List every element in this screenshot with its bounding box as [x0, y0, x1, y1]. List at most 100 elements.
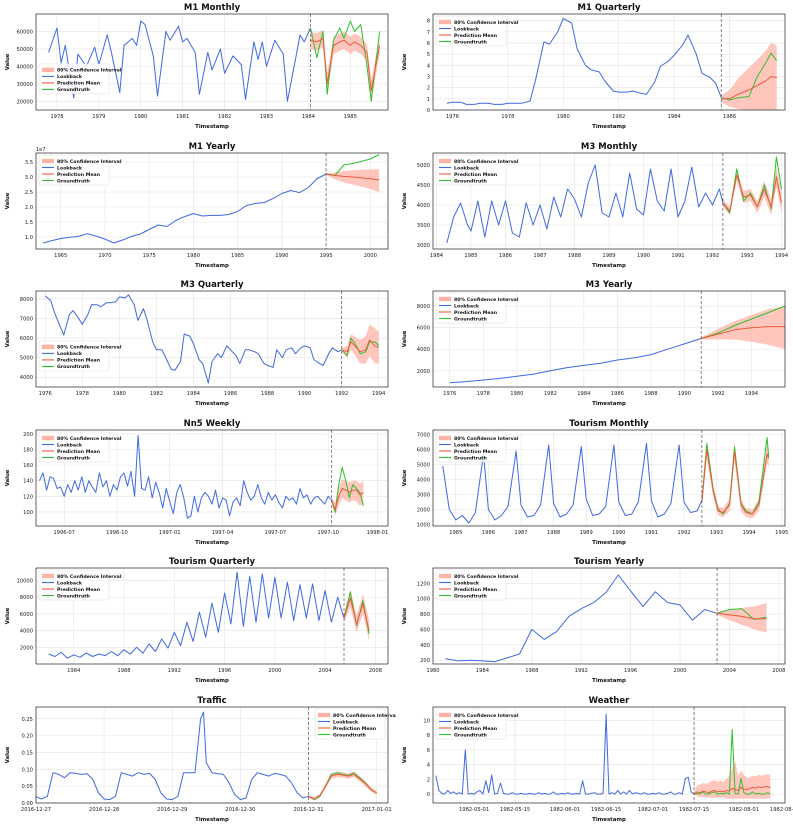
y-tick-label: 10: [423, 718, 430, 724]
legend-label-ci: 80% Confidence Interval: [57, 159, 122, 165]
chart-svg: Tourism Yearly 200 400 600 800 1000 1200 1980 19…: [402, 557, 785, 684]
y-tick-label: 1.0: [25, 235, 33, 241]
y-tick-label: 0.10: [21, 767, 33, 773]
x-tick-label: 1992: [575, 668, 588, 674]
x-tick-label: 2016-12-30: [225, 807, 255, 813]
plot-area: [446, 18, 778, 110]
x-tick-label: 1996-10: [106, 530, 128, 536]
x-tick-label: 1990: [275, 253, 288, 259]
legend-label-groundtruth: Groundtruth: [454, 455, 487, 461]
legend: 80% Confidence IntervalLookbackPredictio…: [38, 154, 122, 186]
x-tick-label: 1991: [645, 530, 658, 536]
x-tick-label: 1989: [580, 530, 593, 536]
x-tick-label: 1978: [76, 391, 89, 397]
y-tick-label: 5000: [417, 463, 430, 469]
y-tick-label: 3000: [417, 243, 430, 249]
ci-band: [701, 306, 785, 350]
x-tick-label: 1992: [706, 253, 719, 259]
legend: 80% Confidence IntervalLookbackPredictio…: [38, 63, 122, 95]
x-tick-label: 2008: [369, 668, 382, 674]
x-tick-label: 1988: [117, 668, 130, 674]
groundtruth-line: [693, 728, 771, 795]
lookback-line: [39, 435, 333, 519]
legend: 80% Confidence IntervalLookbackPredictio…: [435, 708, 519, 740]
legend-label-prediction: Prediction Mean: [333, 726, 376, 732]
x-tick-label: 1988: [644, 391, 657, 397]
plot-area: [48, 20, 381, 102]
legend-box: [38, 569, 110, 601]
x-tick-label: 1994: [743, 530, 757, 536]
chart-panel: M1 Yearly 1.0 1.5 2.0 2.5 3.0 3.5 1965 1970 1975 1…: [0, 139, 396, 275]
x-tick-label: 1990: [678, 391, 691, 397]
x-tick-label: 1980: [187, 253, 200, 259]
y-tick-label: 6000: [417, 448, 430, 454]
chart-svg: M3 Quarterly 4000 5000 6000 7000 8000 1976 1978…: [5, 280, 389, 407]
x-axis-label: Timestamp: [195, 540, 229, 546]
x-tick-label: 1980: [426, 668, 439, 674]
chart-title: Traffic: [197, 696, 226, 706]
legend-box: [38, 340, 110, 372]
plot-frame: [432, 290, 786, 388]
x-tick-label: 1982: [544, 391, 557, 397]
x-tick-label: 1990: [298, 391, 311, 397]
x-tick-label: 1993: [740, 253, 753, 259]
y-tick-label: 3.5: [25, 160, 33, 166]
legend-label-groundtruth: Groundtruth: [57, 593, 90, 599]
legend-label-prediction: Prediction Mean: [57, 587, 100, 593]
x-tick-label: 1992: [168, 668, 181, 674]
chart-panel: M1 Monthly 20000 30000 40000 50000 60000 1978 1…: [0, 0, 396, 136]
plot-area: [445, 574, 767, 663]
legend-swatch-ci: [318, 712, 330, 718]
y-tick-label: 180: [23, 448, 33, 454]
legend-label-groundtruth: Groundtruth: [454, 178, 487, 184]
y-tick-label: 4: [427, 63, 431, 69]
chart-panel: M3 Quarterly 4000 5000 6000 7000 8000 1976 1978…: [0, 277, 396, 413]
legend-label-lookback: Lookback: [454, 26, 480, 32]
y-tick-label: 8: [427, 733, 430, 739]
x-tick-label: 1984: [476, 668, 490, 674]
legend-label-prediction: Prediction Mean: [57, 358, 100, 364]
plot-area: [48, 571, 370, 659]
y-tick-label: 2.0: [25, 205, 33, 211]
chart-svg: Nn5 Weekly 100 120 140 160 180 200 1996-07 1996-…: [5, 419, 389, 546]
y-tick-label: 1000: [417, 597, 430, 603]
x-tick-label: 1982-08-15: [770, 807, 793, 813]
y-tick-label: 400: [420, 643, 430, 649]
legend-label-groundtruth: Groundtruth: [454, 593, 487, 599]
y-axis-label: Value: [5, 53, 11, 70]
y-tick-label: 140: [23, 479, 33, 485]
x-tick-label: 1991: [671, 253, 684, 259]
x-tick-label: 1975: [143, 253, 156, 259]
lookback-line: [445, 574, 718, 663]
legend-label-lookback: Lookback: [57, 442, 83, 448]
legend-label-ci: 80% Confidence Interval: [57, 68, 122, 74]
legend-label-lookback: Lookback: [57, 351, 83, 357]
x-tick-label: 2008: [772, 668, 785, 674]
y-tick-label: 30000: [16, 82, 33, 88]
y-tick-label: 4000: [20, 375, 33, 381]
plot-frame: [35, 429, 389, 527]
legend-swatch-ci: [42, 67, 54, 73]
x-tick-label: 1981: [176, 114, 189, 120]
y-tick-label: 120: [23, 494, 33, 500]
y-tick-label: 6000: [20, 336, 33, 342]
y-tick-label: 1: [427, 97, 430, 103]
x-tick-label: 1980: [557, 114, 570, 120]
axis-multiplier: 1e7: [36, 147, 45, 153]
x-tick-label: 1986: [611, 391, 624, 397]
chart-title: Tourism Monthly: [569, 419, 649, 429]
plot-area: [42, 154, 380, 244]
y-tick-label: 6000: [417, 326, 430, 332]
prediction-line: [701, 449, 770, 515]
y-tick-label: 4000: [417, 347, 430, 353]
y-tick-label: 0.15: [21, 750, 33, 756]
legend-label-prediction: Prediction Mean: [57, 81, 100, 87]
chart-title: M3 Yearly: [586, 280, 633, 290]
x-tick-label: 1982: [218, 114, 231, 120]
chart-title: M1 Yearly: [189, 142, 236, 152]
legend-label-lookback: Lookback: [333, 719, 359, 725]
groundtruth-line: [310, 20, 381, 102]
x-tick-label: 1982: [612, 114, 625, 120]
legend-label-lookback: Lookback: [57, 580, 83, 586]
